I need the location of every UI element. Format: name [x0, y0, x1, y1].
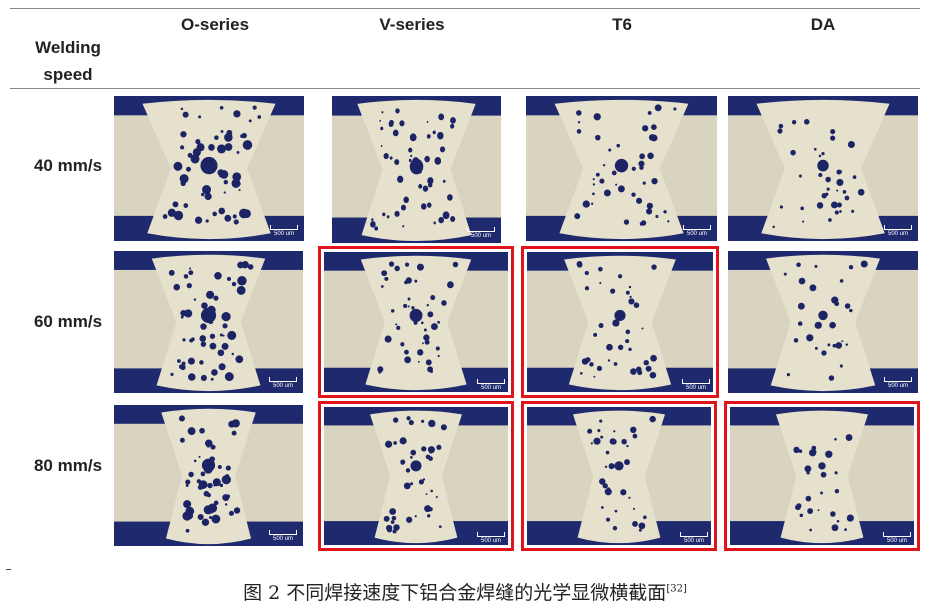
scale-bar-label: 500 um — [886, 538, 907, 544]
scale-bar-label: 500 um — [272, 536, 293, 542]
micrograph-60-mm-s-da: 500 um — [728, 251, 918, 393]
scale-bar: 500 um — [683, 225, 711, 237]
micrograph-40-mm-s-t6: 500 um — [526, 96, 717, 241]
scale-bar: 500 um — [883, 532, 911, 544]
scale-bar: 500 um — [269, 377, 297, 389]
header-rule — [10, 88, 920, 89]
row-header-line2: speed — [43, 65, 93, 84]
top-rule — [10, 8, 920, 9]
micrograph-40-mm-s-v-series: 500 um — [332, 96, 501, 243]
row-label-40: 40 mm/s — [33, 156, 103, 175]
row-label-80: 80 mm/s — [33, 456, 103, 475]
micrograph-80-mm-s-t6: 500 um — [521, 401, 717, 551]
micrograph-40-mm-s-o-series: 500 um — [114, 96, 304, 241]
caption-text: 图 2 不同焊接速度下铝合金焊缝的光学显微横截面 — [243, 582, 667, 604]
scale-bar-label: 500 um — [887, 231, 908, 237]
scale-bar-label: 500 um — [480, 385, 501, 391]
micrograph-80-mm-s-v-series: 500 um — [318, 401, 514, 551]
figure-caption: 图 2 不同焊接速度下铝合金焊缝的光学显微横截面[32] — [0, 578, 930, 605]
scale-bar: 500 um — [269, 530, 297, 542]
scale-bar-label: 500 um — [683, 538, 704, 544]
scale-bar: 500 um — [467, 227, 495, 239]
column-header-da: DA — [810, 15, 836, 34]
stray-mark — [6, 569, 11, 570]
column-header-v-series: V-series — [379, 15, 445, 34]
micrograph-60-mm-s-v-series: 500 um — [318, 246, 514, 398]
scale-bar-label: 500 um — [272, 383, 293, 389]
row-label-60: 60 mm/s — [33, 312, 103, 331]
scale-bar: 500 um — [884, 377, 912, 389]
scale-bar-label: 500 um — [470, 233, 491, 239]
caption-reference: [32] — [666, 583, 687, 595]
scale-bar-label: 500 um — [685, 385, 706, 391]
micrograph-80-mm-s-da: 500 um — [724, 401, 920, 551]
scale-bar: 500 um — [477, 532, 505, 544]
micrograph-80-mm-s-o-series: 500 um — [114, 405, 303, 546]
scale-bar-label: 500 um — [273, 231, 294, 237]
scale-bar: 500 um — [680, 532, 708, 544]
scale-bar-label: 500 um — [480, 538, 501, 544]
micrograph-60-mm-s-t6: 500 um — [521, 246, 719, 398]
column-header-t6: T6 — [612, 15, 632, 34]
row-header-line1: Welding — [35, 38, 101, 57]
scale-bar-label: 500 um — [686, 231, 707, 237]
micrograph-40-mm-s-da: 500 um — [728, 96, 918, 241]
scale-bar: 500 um — [682, 379, 710, 391]
scale-bar: 500 um — [884, 225, 912, 237]
scale-bar: 500 um — [477, 379, 505, 391]
scale-bar: 500 um — [270, 225, 298, 237]
scale-bar-label: 500 um — [887, 383, 908, 389]
micrograph-60-mm-s-o-series: 500 um — [114, 251, 303, 393]
column-header-o-series: O-series — [180, 15, 250, 34]
